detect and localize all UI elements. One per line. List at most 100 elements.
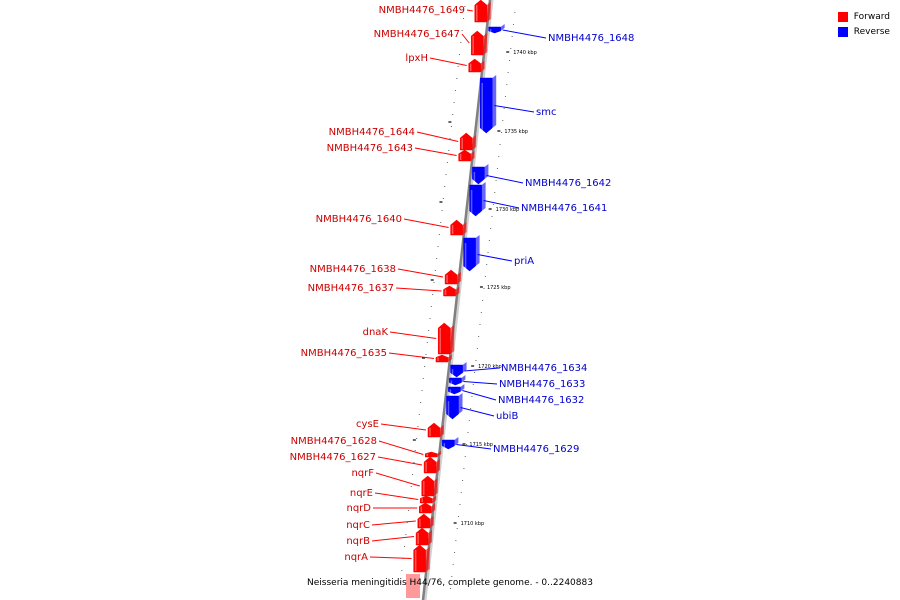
gene-arrow xyxy=(417,513,431,529)
axis-dot xyxy=(464,456,466,457)
gene-arrow xyxy=(469,184,482,217)
gene-arrow xyxy=(479,77,493,134)
gene-shadow xyxy=(492,75,497,128)
axis-dot xyxy=(487,252,489,253)
axis-dot xyxy=(434,270,436,271)
gene-label: NMBH4476_1633 xyxy=(499,379,585,390)
axis-dot xyxy=(422,378,424,379)
axis-dot xyxy=(502,120,504,121)
gene-label: NMBH4476_1627 xyxy=(290,452,376,463)
gene-label: nqrE xyxy=(350,488,373,499)
gene-label: dnaK xyxy=(363,327,389,338)
tick-label: 1740 kbp xyxy=(513,50,537,56)
axis-dot xyxy=(486,264,488,265)
gene-leader-line xyxy=(371,520,416,526)
axis-dot xyxy=(452,564,454,565)
axis-dot xyxy=(408,510,410,511)
gene-label: NMBH4476_1635 xyxy=(301,348,387,359)
gene-arrow xyxy=(474,0,488,23)
axis-dot xyxy=(474,372,476,373)
gene-label: NMBH4476_1638 xyxy=(310,264,396,275)
axis-dot xyxy=(503,108,505,109)
gene-arrow xyxy=(450,364,463,378)
axis-dot xyxy=(445,174,447,175)
gene-label: ubiB xyxy=(496,411,518,422)
axis-dot xyxy=(458,516,460,517)
gene-label: NMBH4476_1643 xyxy=(327,143,413,154)
axis-dot xyxy=(483,288,485,289)
gene-shadow xyxy=(484,164,489,179)
axis-dot xyxy=(459,504,461,505)
gene-shadow xyxy=(483,33,488,55)
axis-dot xyxy=(413,462,415,463)
gene-leader-line xyxy=(378,440,424,455)
gene-leader-line xyxy=(456,444,492,450)
gene-arrow xyxy=(463,237,476,272)
gene-arrow xyxy=(450,219,463,236)
gene-arrow xyxy=(435,354,449,363)
axis-dot xyxy=(508,60,510,61)
gene-label: NMBH4476_1629 xyxy=(493,444,579,455)
gene-shadow xyxy=(447,354,452,362)
gene-shadow xyxy=(486,2,491,22)
gene-leader-line xyxy=(477,254,513,262)
axis-dot xyxy=(495,180,497,181)
gene-arrow xyxy=(413,544,426,573)
axis-dot xyxy=(492,204,494,205)
gene-label: lpxH xyxy=(405,53,428,64)
axis-dot xyxy=(410,486,412,487)
axis-dot xyxy=(479,324,481,325)
gene-label: NMBH4476_1641 xyxy=(521,203,607,214)
gene-leader-line xyxy=(397,268,444,278)
gene-leader-line xyxy=(374,492,419,500)
gene-label: nqrD xyxy=(347,503,372,514)
axis-dot xyxy=(448,150,450,151)
gene-shadow xyxy=(450,325,455,354)
gene-shadow xyxy=(439,424,444,437)
gene-arrow xyxy=(448,386,461,395)
gene-arrow xyxy=(444,269,458,285)
gene-arrow xyxy=(468,58,481,73)
axis-dot xyxy=(444,186,446,187)
axis-dot xyxy=(441,210,443,211)
gene-leader-line xyxy=(483,200,520,209)
axis-dot xyxy=(420,402,422,403)
legend-forward: Forward xyxy=(837,9,890,24)
gene-leader-line xyxy=(466,9,473,12)
gene-leader-line xyxy=(460,407,495,417)
gene-leader-line xyxy=(502,29,547,39)
axis-dot xyxy=(482,300,484,301)
axis-dot xyxy=(466,444,468,445)
axis-dot xyxy=(476,348,478,349)
gene-leader-line xyxy=(486,175,524,184)
axis-dot xyxy=(425,354,427,355)
tick-label: 1735 kbp xyxy=(504,129,528,135)
gene-shadow xyxy=(461,375,466,383)
gene-label: NMBH4476_1640 xyxy=(316,214,402,225)
gene-arrow xyxy=(449,377,462,386)
gene-arrow xyxy=(427,422,441,438)
axis-dot xyxy=(438,234,440,235)
gene-shadow xyxy=(460,384,465,392)
gene-leader-line xyxy=(463,381,498,385)
axis-dot xyxy=(512,24,514,25)
axis-dot xyxy=(455,540,457,541)
gene-shadow xyxy=(481,182,486,211)
axis-dot xyxy=(506,84,508,85)
axis-dot xyxy=(417,426,419,427)
gene-shadow xyxy=(429,515,434,528)
gene-shadow xyxy=(428,530,433,545)
gene-label: NMBH4476_1637 xyxy=(308,283,394,294)
axis-dot xyxy=(416,438,418,439)
axis-dot xyxy=(511,36,513,37)
tick-label: 1730 kbp xyxy=(496,207,520,213)
gene-shadow xyxy=(425,547,430,572)
axis-dot xyxy=(478,336,480,337)
axis-dot xyxy=(475,360,477,361)
gene-leader-line xyxy=(377,456,423,466)
axis-dot xyxy=(400,582,402,583)
axis-dot xyxy=(488,240,490,241)
gene-shadow xyxy=(475,235,480,266)
gene-arrow xyxy=(421,475,434,497)
gene-label: nqrB xyxy=(346,536,370,547)
